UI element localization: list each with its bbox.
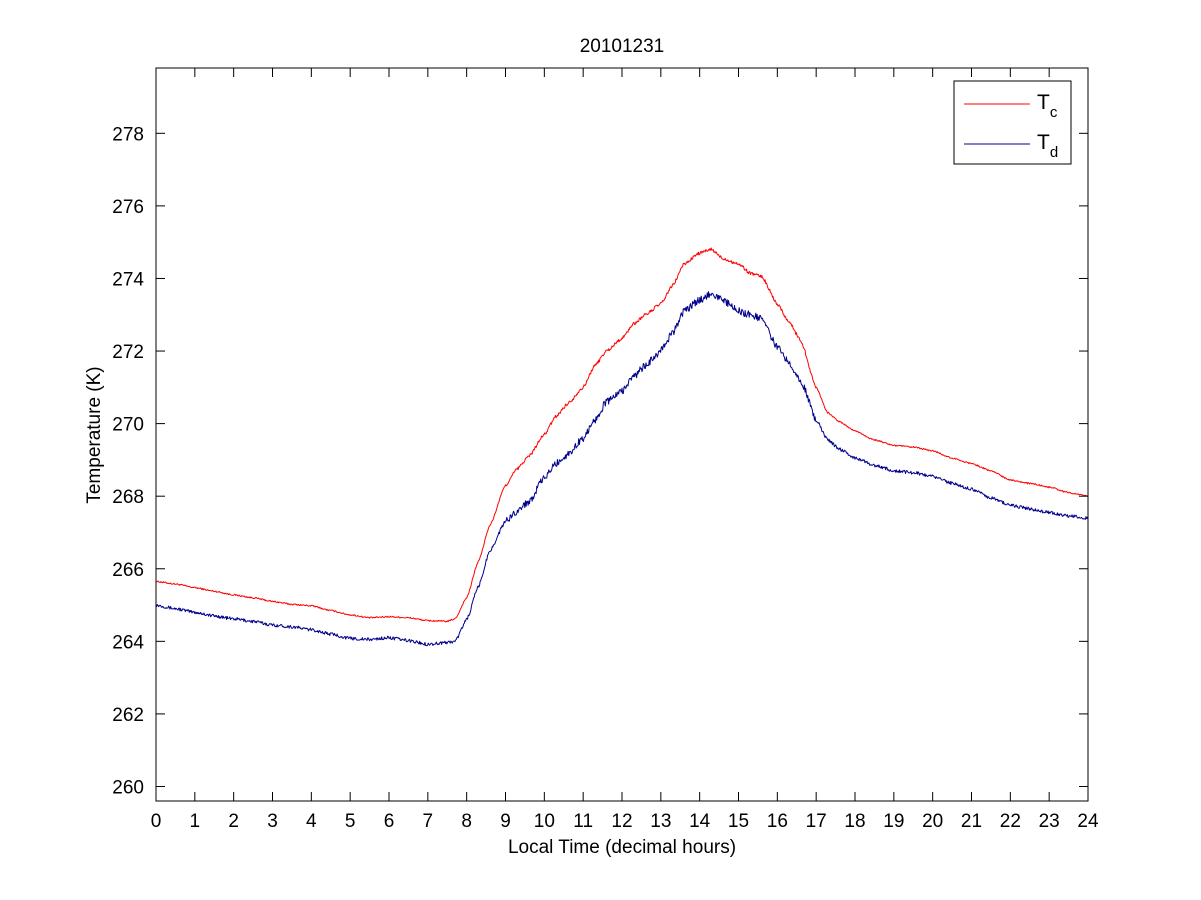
- x-tick-label: 2: [228, 811, 239, 832]
- legend-label-tc-subscript: c: [1050, 104, 1058, 121]
- x-tick-label: 11: [573, 811, 593, 832]
- y-tick-label: 262: [112, 705, 144, 726]
- x-tick-label: 5: [345, 811, 356, 832]
- y-tick-label: 276: [112, 197, 144, 218]
- x-tick-label: 10: [534, 811, 555, 832]
- series-line-tc: [155, 247, 1089, 623]
- x-tick-label: 1: [190, 811, 201, 832]
- y-tick-label: 270: [112, 415, 144, 436]
- x-tick-label: 0: [151, 811, 162, 832]
- x-tick-label: 3: [267, 811, 278, 832]
- x-tick-label: 17: [806, 811, 827, 832]
- y-tick-label: 278: [112, 124, 144, 145]
- legend-label-tc: Tc: [1037, 91, 1058, 121]
- x-tick-label: 16: [767, 811, 788, 832]
- series-layer: [155, 247, 1089, 647]
- y-axis-label: Temperature (K): [84, 366, 105, 503]
- x-tick-label: 4: [306, 811, 317, 832]
- y-tick-label: 274: [112, 269, 144, 290]
- x-tick-label: 7: [423, 811, 434, 832]
- x-tick-label: 15: [728, 811, 749, 832]
- x-axis-label: Local Time (decimal hours): [508, 837, 736, 858]
- legend-label-tc-main: T: [1037, 91, 1050, 114]
- x-tick-label: 6: [384, 811, 395, 832]
- y-tick-label: 268: [112, 487, 144, 508]
- chart-title: 20101231: [580, 36, 665, 57]
- x-tick-label: 18: [844, 811, 865, 832]
- x-tick-label: 23: [1039, 811, 1060, 832]
- y-tick-label: 266: [112, 560, 144, 581]
- x-tick-label: 14: [689, 811, 711, 832]
- plot-area: [156, 68, 1088, 801]
- x-tick-label: 12: [611, 811, 632, 832]
- legend: Tc Td: [953, 80, 1072, 165]
- series-line-td: [155, 291, 1089, 647]
- y-tick-label: 264: [112, 632, 144, 653]
- x-tick-label: 8: [461, 811, 472, 832]
- y-tick-label: 260: [112, 777, 144, 798]
- axes-layer: 0 1 2 3 4 5 6 7 8 9 10 11 12 13 14 15 16 17 18 19 20 21 22 23 24…: [112, 68, 1099, 832]
- x-tick-label: 20: [922, 811, 943, 832]
- x-tick-label: 9: [500, 811, 511, 832]
- x-tick-label: 13: [650, 811, 671, 832]
- legend-label-td-main: T: [1037, 131, 1050, 154]
- x-tick-label: 19: [883, 811, 904, 832]
- x-tick-label: 22: [1000, 811, 1021, 832]
- x-tick-label: 21: [961, 811, 982, 832]
- x-tick-label: 24: [1077, 811, 1099, 832]
- legend-label-td-subscript: d: [1050, 144, 1058, 161]
- legend-label-td: Td: [1037, 131, 1058, 161]
- y-tick-label: 272: [112, 342, 144, 363]
- plot-frame: [155, 67, 1089, 802]
- legend-box: [953, 80, 1072, 165]
